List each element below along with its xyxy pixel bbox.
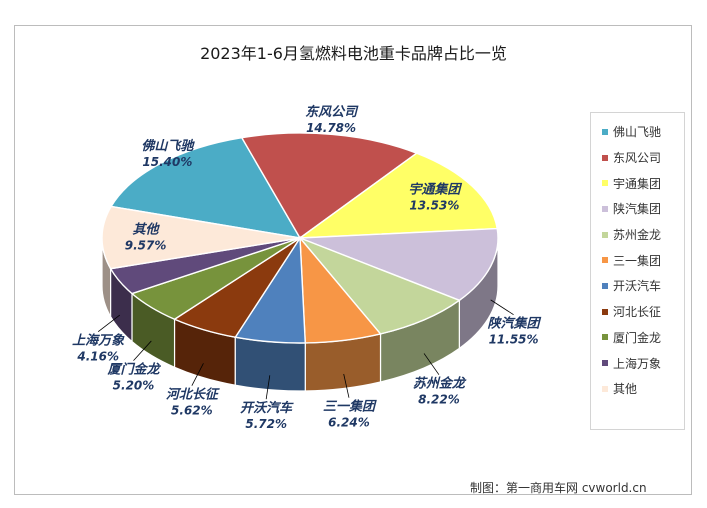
legend-swatch: [602, 180, 608, 187]
slice-label-value-6: 5.72%: [245, 417, 287, 431]
slice-3: [299, 227, 499, 302]
credit-text: 制图：第一商用车网 cvworld.cn: [470, 481, 647, 495]
legend-swatch: [602, 308, 608, 315]
slice-label-value-4: 8.22%: [418, 393, 460, 407]
legend-item-2: 宇通集团: [591, 170, 684, 196]
slice-label-name-3: 陕汽集团: [488, 316, 542, 332]
slice-label-name-10: 其他: [133, 222, 161, 238]
leader-line-8: [133, 340, 152, 361]
legend-item-5: 三一集团: [591, 247, 684, 273]
legend-label: 河北长征: [613, 305, 662, 320]
legend-item-7: 河北长征: [591, 299, 684, 325]
legend-label: 厦门金龙: [613, 330, 662, 345]
legend-label: 陕汽集团: [613, 202, 662, 217]
slice-label-value-9: 4.16%: [76, 350, 119, 364]
legend-item-10: 其他: [591, 376, 684, 402]
legend-label: 佛山飞驰: [613, 125, 662, 140]
pie-tops: [101, 132, 499, 344]
slice-label-value-1: 14.78%: [306, 121, 356, 135]
slice-label-value-10: 9.57%: [125, 239, 167, 253]
slice-label-name-7: 河北长征: [166, 387, 220, 403]
pie-sides: [101, 237, 499, 392]
legend-label: 三一集团: [613, 253, 662, 268]
slice-1: [240, 132, 419, 240]
legend-item-3: 陕汽集团: [591, 196, 684, 222]
legend-label: 东风公司: [613, 151, 662, 166]
legend-swatch: [602, 385, 608, 392]
leader-line-7: [191, 363, 204, 386]
legend-swatch: [602, 334, 608, 341]
slice-label-name-4: 苏州金龙: [413, 376, 467, 392]
legend-swatch: [602, 154, 608, 161]
leader-line-3: [490, 299, 514, 316]
slice-label-value-7: 5.62%: [171, 404, 213, 418]
slice-label-value-0: 15.40%: [142, 155, 192, 169]
legend-swatch: [602, 360, 608, 367]
legend-item-1: 东风公司: [591, 145, 684, 171]
legend-label: 其他: [613, 382, 638, 397]
legend-swatch: [602, 231, 608, 238]
slice-10: [101, 205, 301, 270]
slice-label-name-1: 东风公司: [305, 104, 359, 120]
slice-label-name-9: 上海万象: [72, 333, 125, 349]
slice-label-name-6: 开沃汽车: [240, 400, 294, 416]
legend-swatch: [602, 205, 608, 212]
legend-item-4: 苏州金龙: [591, 222, 684, 248]
slice-0: [109, 136, 302, 239]
slice-side-6: [234, 336, 306, 392]
chart-title: 2023年1-6月氢燃料电池重卡品牌占比一览: [200, 44, 507, 63]
slice-label-value-5: 6.24%: [328, 416, 370, 430]
legend-label: 开沃汽车: [613, 279, 662, 294]
legend: 佛山飞驰东风公司宇通集团陕汽集团苏州金龙三一集团开沃汽车河北长征厦门金龙上海万象…: [590, 112, 685, 430]
legend-label: 上海万象: [613, 356, 662, 371]
legend-swatch: [602, 128, 608, 135]
slice-label-value-8: 5.20%: [113, 379, 155, 393]
legend-item-9: 上海万象: [591, 350, 684, 376]
legend-swatch: [602, 257, 608, 264]
slice-label-value-2: 13.53%: [409, 199, 459, 213]
leader-line-9: [97, 314, 121, 333]
leader-line-6: [265, 375, 271, 400]
legend-item-6: 开沃汽车: [591, 273, 684, 299]
legend-label: 苏州金龙: [613, 228, 662, 243]
slice-label-name-0: 佛山飞驰: [141, 138, 195, 154]
leader-line-4: [423, 353, 440, 375]
legend-label: 宇通集团: [613, 176, 662, 191]
legend-item-0: 佛山飞驰: [591, 119, 684, 145]
legend-swatch: [602, 282, 608, 289]
slice-4: [299, 237, 461, 335]
slice-label-name-8: 厦门金龙: [106, 362, 161, 378]
legend-item-8: 厦门金龙: [591, 325, 684, 351]
slice-label-name-2: 宇通集团: [408, 182, 462, 198]
leader-line-5: [343, 373, 350, 398]
slice-label-name-5: 三一集团: [323, 399, 377, 415]
slice-2: [297, 152, 499, 239]
slice-label-value-3: 11.55%: [489, 333, 539, 347]
